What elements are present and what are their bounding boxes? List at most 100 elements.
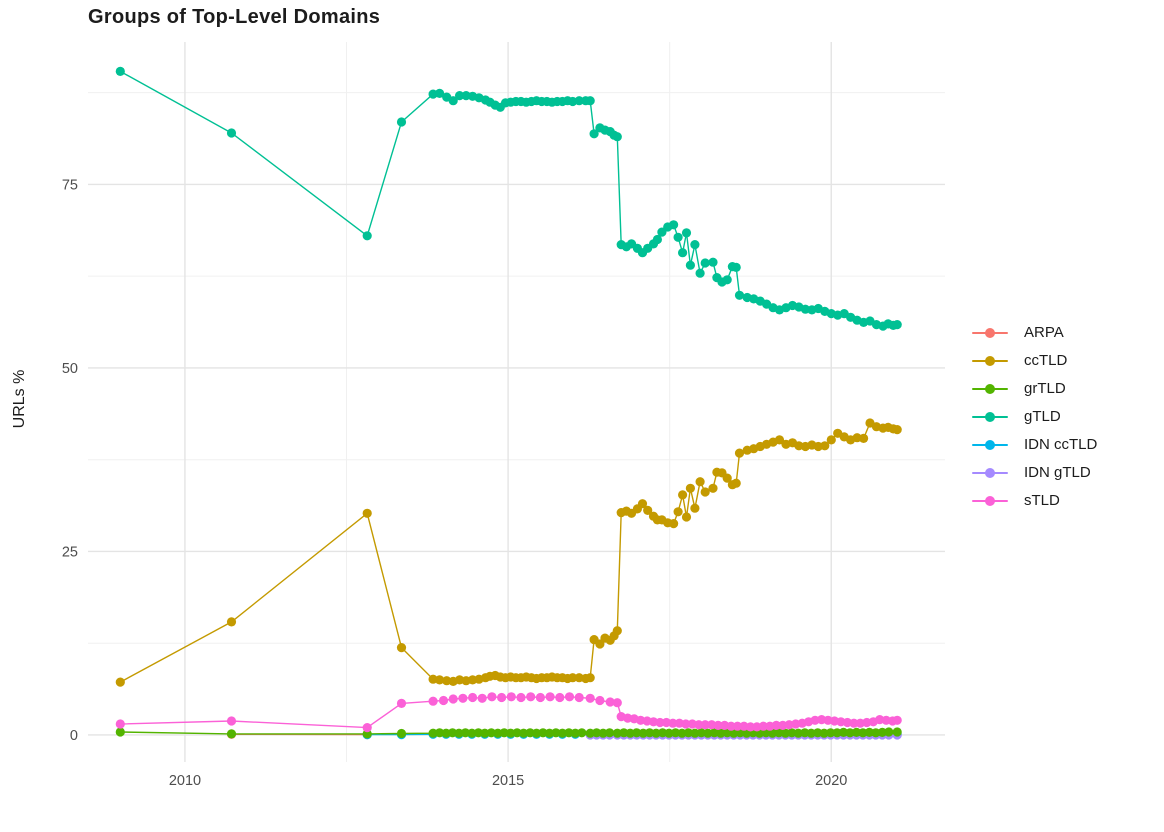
- data-point: [613, 698, 622, 707]
- y-axis-title: URLs %: [11, 299, 29, 499]
- data-point: [690, 504, 699, 513]
- data-point: [674, 507, 683, 516]
- data-point: [397, 699, 406, 708]
- data-point: [116, 67, 125, 76]
- data-point: [397, 643, 406, 652]
- data-point: [678, 248, 687, 257]
- data-point: [701, 258, 710, 267]
- legend-swatch-icon: [972, 378, 1008, 399]
- data-point: [116, 727, 125, 736]
- data-point: [708, 484, 717, 493]
- data-point: [701, 487, 710, 496]
- legend-swatch-icon: [972, 490, 1008, 511]
- data-point: [893, 320, 902, 329]
- data-point: [723, 275, 732, 284]
- data-point: [363, 231, 372, 240]
- legend-swatch-icon: [972, 350, 1008, 371]
- data-point: [516, 693, 525, 702]
- legend-swatch-icon: [972, 322, 1008, 343]
- legend-item-grtld: grTLD: [972, 378, 1097, 399]
- data-point: [227, 729, 236, 738]
- data-point: [429, 697, 438, 706]
- data-point: [859, 434, 868, 443]
- data-point: [708, 258, 717, 267]
- data-point: [669, 220, 678, 229]
- y-tick-label-25: 25: [62, 544, 78, 560]
- legend-label: sTLD: [1024, 492, 1060, 509]
- gridlines: [88, 42, 945, 762]
- data-point: [575, 693, 584, 702]
- data-point: [227, 617, 236, 626]
- y-tick-label-75: 75: [62, 177, 78, 193]
- legend-item-idn-cctld: IDN ccTLD: [972, 434, 1097, 455]
- legend: ARPA ccTLD grTLD gTLD IDN ccTLD IDN gTLD sTLD: [972, 322, 1097, 511]
- legend-label: ccTLD: [1024, 352, 1067, 369]
- data-point: [893, 425, 902, 434]
- data-point: [893, 716, 902, 725]
- data-point: [827, 435, 836, 444]
- legend-item-arpa: ARPA: [972, 322, 1097, 343]
- data-point: [227, 128, 236, 137]
- data-point: [674, 233, 683, 242]
- data-point: [884, 727, 893, 736]
- data-point: [536, 693, 545, 702]
- data-point: [468, 693, 477, 702]
- y-tick-label-0: 0: [70, 728, 78, 744]
- data-point: [732, 479, 741, 488]
- legend-item-idn-gtld: IDN gTLD: [972, 462, 1097, 483]
- data-point: [682, 228, 691, 237]
- data-point: [690, 240, 699, 249]
- data-point: [363, 723, 372, 732]
- data-point: [458, 694, 467, 703]
- data-point: [678, 490, 687, 499]
- legend-label: gTLD: [1024, 408, 1061, 425]
- legend-swatch-icon: [972, 462, 1008, 483]
- data-point: [595, 696, 604, 705]
- data-point: [586, 673, 595, 682]
- x-tick-label-2020: 2020: [815, 773, 847, 789]
- legend-label: grTLD: [1024, 380, 1066, 397]
- data-point: [439, 696, 448, 705]
- legend-item-gtld: gTLD: [972, 406, 1097, 427]
- data-point: [497, 693, 506, 702]
- legend-label: ARPA: [1024, 324, 1064, 341]
- data-point: [732, 263, 741, 272]
- x-tick-label-2010: 2010: [169, 773, 201, 789]
- data-point: [116, 678, 125, 687]
- data-point: [116, 719, 125, 728]
- data-point: [227, 716, 236, 725]
- data-point: [577, 728, 586, 737]
- data-point: [546, 692, 555, 701]
- data-point: [555, 693, 564, 702]
- chart-title: Groups of Top-Level Domains: [88, 6, 380, 29]
- data-point: [696, 477, 705, 486]
- legend-label: IDN gTLD: [1024, 464, 1091, 481]
- data-point: [686, 261, 695, 270]
- legend-swatch-icon: [972, 406, 1008, 427]
- legend-label: IDN ccTLD: [1024, 436, 1097, 453]
- data-point: [613, 626, 622, 635]
- data-point: [478, 694, 487, 703]
- data-point: [487, 692, 496, 701]
- y-tick-label-50: 50: [62, 361, 78, 377]
- data-point: [526, 692, 535, 701]
- data-point: [397, 729, 406, 738]
- data-point: [507, 692, 516, 701]
- legend-item-cctld: ccTLD: [972, 350, 1097, 371]
- data-point: [449, 694, 458, 703]
- data-point: [565, 692, 574, 701]
- data-point: [613, 132, 622, 141]
- data-point: [893, 727, 902, 736]
- legend-item-stld: sTLD: [972, 490, 1097, 511]
- data-point: [686, 484, 695, 493]
- data-point: [363, 509, 372, 518]
- data-point: [586, 694, 595, 703]
- data-point: [669, 519, 678, 528]
- data-point: [397, 117, 406, 126]
- data-point: [696, 269, 705, 278]
- x-tick-label-2015: 2015: [492, 773, 524, 789]
- legend-swatch-icon: [972, 434, 1008, 455]
- data-point: [586, 96, 595, 105]
- data-point: [682, 512, 691, 521]
